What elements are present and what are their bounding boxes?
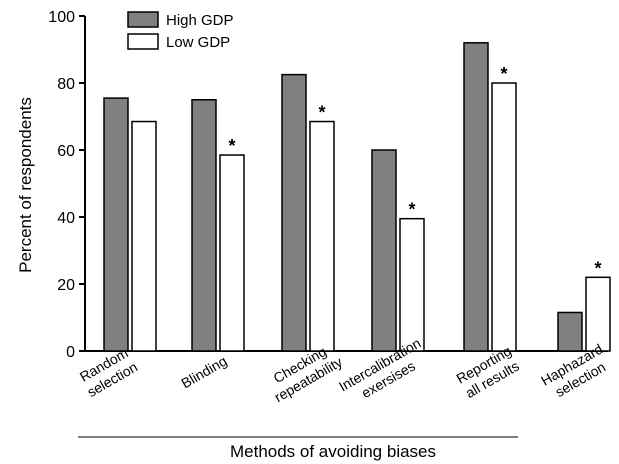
y-tick-label: 20: [57, 277, 75, 294]
bar-high-gdp: [103, 97, 129, 352]
y-tick-label: 100: [48, 9, 75, 26]
x-axis-title: Methods of avoiding biases: [230, 442, 436, 461]
bars: * * * * *: [103, 42, 611, 352]
y-axis-title: Percent of respondents: [16, 97, 35, 273]
y-tick-label: 80: [57, 76, 75, 93]
significance-marker: *: [318, 103, 325, 123]
legend-swatch-low-gdp: [127, 33, 159, 50]
bar-low-gdp: [585, 276, 611, 352]
bar-high-gdp: [371, 149, 397, 352]
legend-label: Low GDP: [166, 34, 230, 51]
bar-low-gdp: [399, 217, 425, 352]
y-tick-label: 60: [57, 143, 75, 160]
y-tick-label: 0: [66, 344, 75, 361]
significance-marker: *: [594, 258, 601, 278]
y-tick-label: 40: [57, 210, 75, 227]
bar-low-gdp: [491, 82, 517, 352]
bar-low-gdp: [309, 120, 335, 352]
bar-high-gdp: [191, 99, 217, 352]
x-tick-label: Blinding: [178, 353, 229, 392]
significance-marker: *: [408, 200, 415, 220]
x-tick-label-line: Blinding: [178, 353, 229, 392]
legend-label: High GDP: [166, 12, 234, 29]
legend-swatch-high-gdp: [127, 11, 159, 28]
legend: High GDP Low GDP: [127, 11, 234, 51]
axes: 0 20 40 60 80 100: [48, 9, 608, 438]
bar-high-gdp: [463, 42, 489, 352]
significance-marker: *: [500, 64, 507, 84]
significance-marker: *: [228, 136, 235, 156]
bar-high-gdp: [281, 73, 307, 352]
bar-low-gdp: [219, 154, 245, 352]
bar-high-gdp: [557, 311, 583, 352]
bar-low-gdp: [131, 120, 157, 352]
